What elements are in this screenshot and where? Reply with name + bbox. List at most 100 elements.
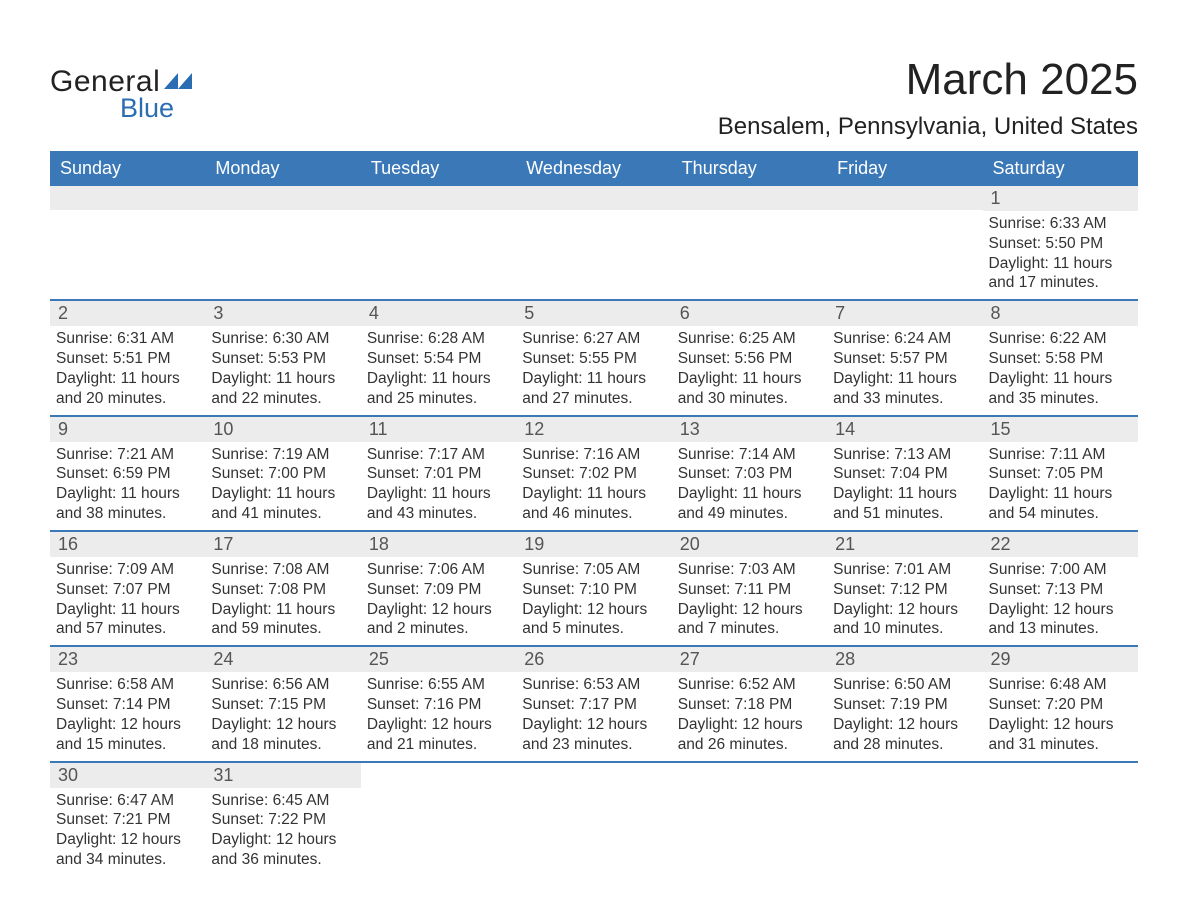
- day-info: Sunrise: 6:50 AMSunset: 7:19 PMDaylight:…: [833, 675, 976, 754]
- day-info: Sunrise: 7:03 AMSunset: 7:11 PMDaylight:…: [678, 560, 821, 639]
- info-line: Daylight: 11 hours: [678, 484, 821, 504]
- info-line: and 28 minutes.: [833, 735, 976, 755]
- day-cell: 17Sunrise: 7:08 AMSunset: 7:08 PMDayligh…: [205, 532, 360, 645]
- day-number: 20: [672, 532, 827, 557]
- week-row: 30Sunrise: 6:47 AMSunset: 7:21 PMDayligh…: [50, 763, 1138, 876]
- day-cell: 15Sunrise: 7:11 AMSunset: 7:05 PMDayligh…: [983, 417, 1138, 530]
- day-info: Sunrise: 7:13 AMSunset: 7:04 PMDaylight:…: [833, 445, 976, 524]
- day-number: 18: [361, 532, 516, 557]
- info-line: Sunset: 7:22 PM: [211, 810, 354, 830]
- day-cell: [827, 763, 982, 876]
- day-cell: 24Sunrise: 6:56 AMSunset: 7:15 PMDayligh…: [205, 647, 360, 760]
- day-number: [983, 763, 1138, 787]
- day-number: 9: [50, 417, 205, 442]
- info-line: and 36 minutes.: [211, 850, 354, 870]
- day-cell: [361, 186, 516, 299]
- info-line: Daylight: 12 hours: [56, 830, 199, 850]
- day-cell: [827, 186, 982, 299]
- info-line: Sunset: 5:56 PM: [678, 349, 821, 369]
- info-line: Sunrise: 6:50 AM: [833, 675, 976, 695]
- day-number: 16: [50, 532, 205, 557]
- info-line: Sunset: 7:03 PM: [678, 464, 821, 484]
- day-cell: 1Sunrise: 6:33 AMSunset: 5:50 PMDaylight…: [983, 186, 1138, 299]
- info-line: Sunrise: 6:55 AM: [367, 675, 510, 695]
- info-line: and 49 minutes.: [678, 504, 821, 524]
- day-info: Sunrise: 6:55 AMSunset: 7:16 PMDaylight:…: [367, 675, 510, 754]
- info-line: Daylight: 11 hours: [367, 369, 510, 389]
- logo: General Blue: [50, 65, 192, 124]
- day-cell: 19Sunrise: 7:05 AMSunset: 7:10 PMDayligh…: [516, 532, 671, 645]
- info-line: Sunset: 5:50 PM: [989, 234, 1132, 254]
- header: General Blue March 2025 Bensalem, Pennsy…: [50, 55, 1138, 141]
- info-line: Sunrise: 6:31 AM: [56, 329, 199, 349]
- info-line: Daylight: 12 hours: [367, 600, 510, 620]
- info-line: and 59 minutes.: [211, 619, 354, 639]
- day-cell: [516, 763, 671, 876]
- info-line: Sunset: 5:51 PM: [56, 349, 199, 369]
- week-row: 16Sunrise: 7:09 AMSunset: 7:07 PMDayligh…: [50, 532, 1138, 647]
- info-line: Daylight: 11 hours: [522, 369, 665, 389]
- info-line: Sunset: 7:04 PM: [833, 464, 976, 484]
- info-line: and 27 minutes.: [522, 389, 665, 409]
- info-line: and 18 minutes.: [211, 735, 354, 755]
- day-number: 22: [983, 532, 1138, 557]
- day-cell: 14Sunrise: 7:13 AMSunset: 7:04 PMDayligh…: [827, 417, 982, 530]
- day-cell: 18Sunrise: 7:06 AMSunset: 7:09 PMDayligh…: [361, 532, 516, 645]
- day-info: Sunrise: 7:01 AMSunset: 7:12 PMDaylight:…: [833, 560, 976, 639]
- day-number: 12: [516, 417, 671, 442]
- info-line: Sunset: 7:00 PM: [211, 464, 354, 484]
- info-line: and 38 minutes.: [56, 504, 199, 524]
- info-line: Sunset: 7:11 PM: [678, 580, 821, 600]
- day-info: Sunrise: 6:27 AMSunset: 5:55 PMDaylight:…: [522, 329, 665, 408]
- info-line: Sunrise: 7:11 AM: [989, 445, 1132, 465]
- day-cell: 29Sunrise: 6:48 AMSunset: 7:20 PMDayligh…: [983, 647, 1138, 760]
- day-info: Sunrise: 6:30 AMSunset: 5:53 PMDaylight:…: [211, 329, 354, 408]
- dow-friday: Friday: [827, 151, 982, 186]
- info-line: Sunset: 7:20 PM: [989, 695, 1132, 715]
- day-number: 2: [50, 301, 205, 326]
- info-line: Sunset: 7:19 PM: [833, 695, 976, 715]
- info-line: Sunset: 5:54 PM: [367, 349, 510, 369]
- calendar: SundayMondayTuesdayWednesdayThursdayFrid…: [50, 151, 1138, 876]
- info-line: Sunset: 7:08 PM: [211, 580, 354, 600]
- info-line: Sunset: 7:18 PM: [678, 695, 821, 715]
- day-info: Sunrise: 6:45 AMSunset: 7:22 PMDaylight:…: [211, 791, 354, 870]
- info-line: Daylight: 11 hours: [989, 369, 1132, 389]
- info-line: Daylight: 11 hours: [56, 369, 199, 389]
- day-cell: 22Sunrise: 7:00 AMSunset: 7:13 PMDayligh…: [983, 532, 1138, 645]
- day-number: [672, 186, 827, 210]
- info-line: and 5 minutes.: [522, 619, 665, 639]
- day-number: [50, 186, 205, 210]
- info-line: Sunset: 5:57 PM: [833, 349, 976, 369]
- day-number: 7: [827, 301, 982, 326]
- info-line: and 57 minutes.: [56, 619, 199, 639]
- info-line: Daylight: 11 hours: [833, 484, 976, 504]
- info-line: Sunrise: 7:05 AM: [522, 560, 665, 580]
- logo-blue: Blue: [120, 93, 174, 124]
- day-info: Sunrise: 6:25 AMSunset: 5:56 PMDaylight:…: [678, 329, 821, 408]
- day-cell: [983, 763, 1138, 876]
- day-number: 11: [361, 417, 516, 442]
- info-line: Daylight: 12 hours: [678, 715, 821, 735]
- day-info: Sunrise: 7:14 AMSunset: 7:03 PMDaylight:…: [678, 445, 821, 524]
- info-line: and 7 minutes.: [678, 619, 821, 639]
- day-number: 26: [516, 647, 671, 672]
- info-line: Sunrise: 7:00 AM: [989, 560, 1132, 580]
- info-line: Sunrise: 7:09 AM: [56, 560, 199, 580]
- info-line: and 21 minutes.: [367, 735, 510, 755]
- info-line: Sunrise: 6:30 AM: [211, 329, 354, 349]
- day-cell: 8Sunrise: 6:22 AMSunset: 5:58 PMDaylight…: [983, 301, 1138, 414]
- dow-monday: Monday: [205, 151, 360, 186]
- day-info: Sunrise: 6:56 AMSunset: 7:15 PMDaylight:…: [211, 675, 354, 754]
- dow-wednesday: Wednesday: [516, 151, 671, 186]
- info-line: Sunset: 5:58 PM: [989, 349, 1132, 369]
- day-cell: 27Sunrise: 6:52 AMSunset: 7:18 PMDayligh…: [672, 647, 827, 760]
- info-line: Sunrise: 6:24 AM: [833, 329, 976, 349]
- day-info: Sunrise: 7:05 AMSunset: 7:10 PMDaylight:…: [522, 560, 665, 639]
- info-line: Daylight: 12 hours: [833, 600, 976, 620]
- info-line: and 30 minutes.: [678, 389, 821, 409]
- info-line: Daylight: 11 hours: [56, 600, 199, 620]
- day-cell: 2 Sunrise: 6:31 AMSunset: 5:51 PMDaylight…: [50, 301, 205, 414]
- dow-saturday: Saturday: [983, 151, 1138, 186]
- day-number: [827, 186, 982, 210]
